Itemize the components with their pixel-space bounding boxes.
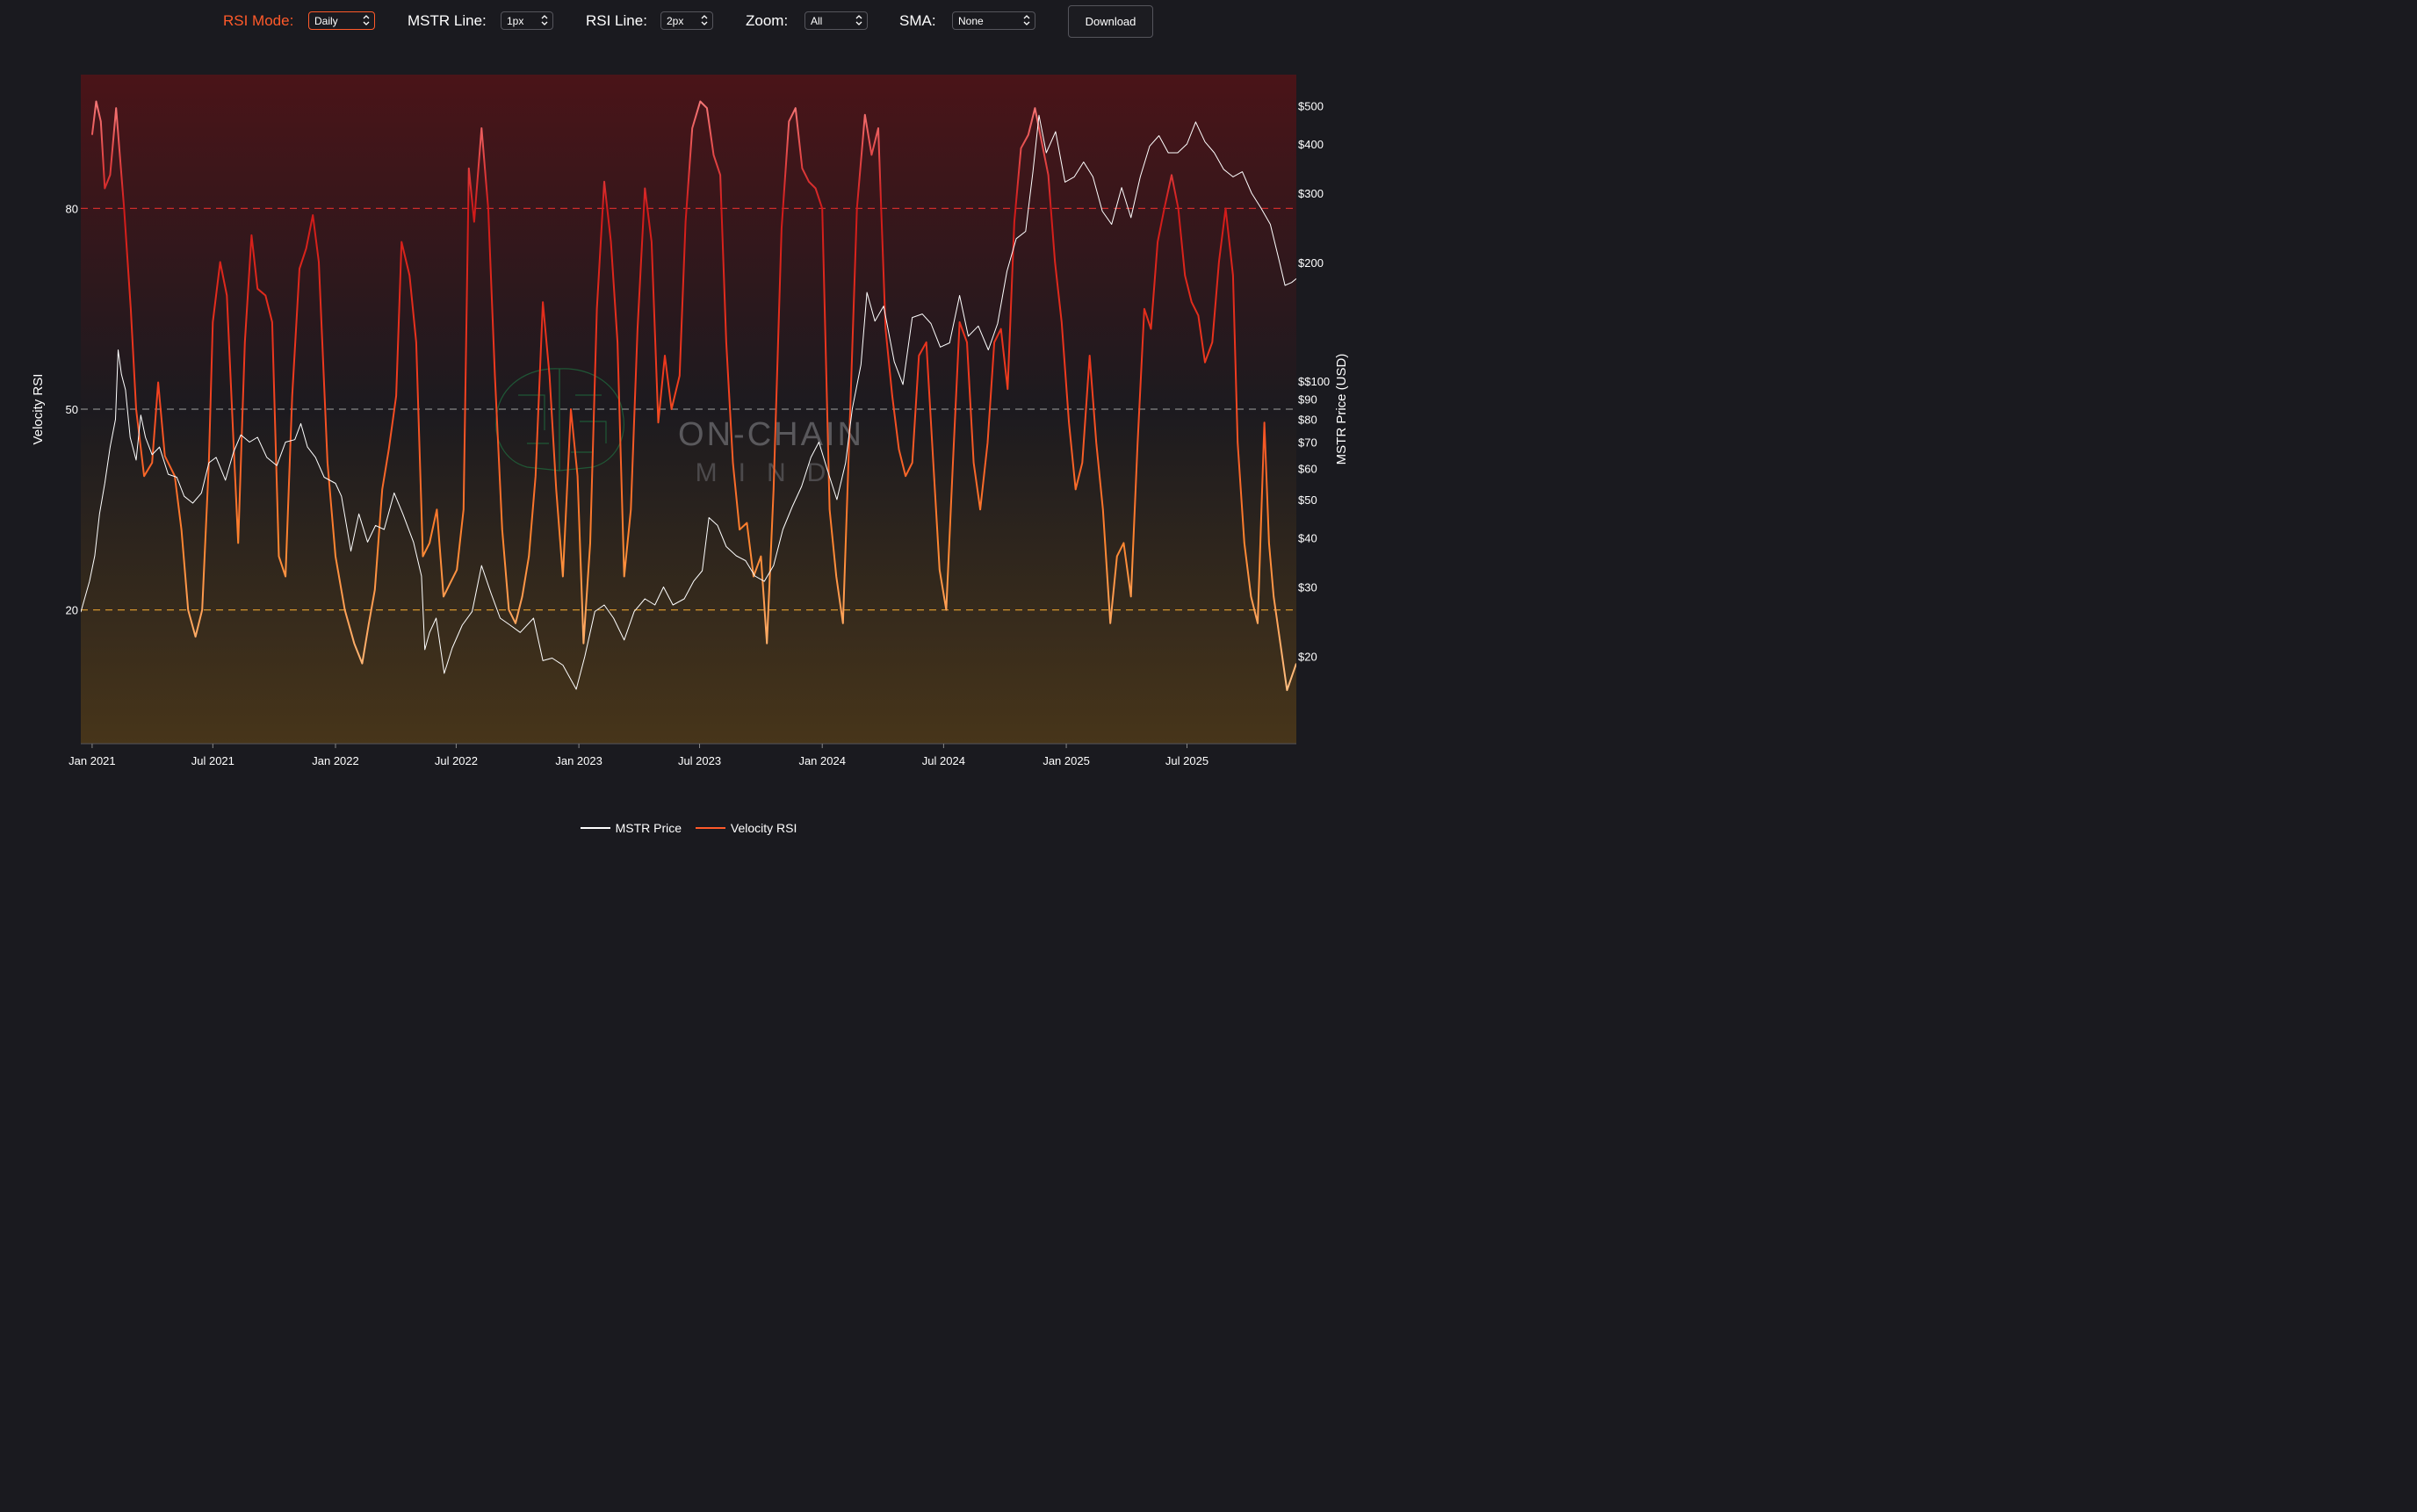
y-left-tick-label: 20	[66, 604, 78, 617]
sma-select[interactable]: None	[952, 11, 1035, 30]
zoom-select[interactable]: All	[804, 11, 868, 30]
y-right-tick-label: $20	[1298, 650, 1317, 663]
y-left-tick-label: 80	[66, 202, 78, 215]
mstr-line-value: 1px	[507, 15, 524, 27]
x-tick-label: Jul 2024	[922, 754, 965, 767]
legend-item-rsi[interactable]: Velocity RSI	[695, 821, 797, 835]
y-right-tick-label: $500	[1298, 100, 1324, 113]
y-right-tick-label: $90	[1298, 393, 1317, 407]
legend-label-rsi: Velocity RSI	[730, 821, 797, 835]
watermark-line1: ON-CHAIN	[678, 416, 864, 453]
rsi-mode-value: Daily	[314, 15, 338, 27]
x-tick-label: Jul 2023	[678, 754, 721, 767]
x-tick-label: Jan 2021	[69, 754, 116, 767]
updown-chevron-icon	[1023, 15, 1030, 25]
x-tick-label: Jan 2024	[798, 754, 846, 767]
x-tick-label: Jan 2023	[555, 754, 602, 767]
rsi-mode-label: RSI Mode:	[223, 12, 294, 29]
x-tick-label: Jan 2025	[1043, 754, 1090, 767]
y-right-tick-label: $$100	[1298, 375, 1330, 388]
legend-swatch-rsi	[695, 827, 725, 829]
y-right-tick-label: $200	[1298, 256, 1324, 270]
y-left-tick-label: 50	[66, 403, 78, 416]
rsi-line-select[interactable]: 2px	[660, 11, 713, 30]
series-line-mstr-price	[81, 114, 1296, 690]
sma-value: None	[958, 15, 984, 27]
y-left-axis-title: Velocity RSI	[31, 374, 46, 445]
updown-chevron-icon	[541, 15, 548, 25]
mstr-line-select[interactable]: 1px	[501, 11, 553, 30]
x-tick-label: Jan 2022	[312, 754, 359, 767]
chart-toolbar: RSI Mode: Daily MSTR Line: 1px RSI Line:…	[0, 0, 1377, 44]
updown-chevron-icon	[855, 15, 862, 25]
rsi-line-label: RSI Line:	[586, 12, 647, 29]
x-tick-label: Jul 2022	[435, 754, 478, 767]
y-right-tick-label: $60	[1298, 463, 1317, 476]
legend-swatch-price	[580, 827, 610, 829]
y-right-tick-label: $40	[1298, 531, 1317, 544]
legend-label-price: MSTR Price	[615, 821, 682, 835]
download-button[interactable]: Download	[1068, 5, 1153, 38]
series-line-velocity-rsi	[90, 100, 1296, 691]
zoom-value: All	[811, 15, 823, 27]
x-tick-label: Jul 2021	[191, 754, 234, 767]
x-tick-label: Jul 2025	[1165, 754, 1208, 767]
chart: ON-CHAIN MIND Jan 2021 Jul 2021 Jan 2022 Ju…	[31, 75, 1349, 767]
y-right-tick-label: $300	[1298, 187, 1324, 200]
zoom-label: Zoom:	[746, 12, 789, 29]
sma-label: SMA:	[899, 12, 936, 29]
updown-chevron-icon	[363, 15, 370, 25]
y-right-tick-label: $400	[1298, 138, 1324, 151]
rsi-line-value: 2px	[667, 15, 684, 27]
watermark-line2: MIND	[696, 458, 848, 487]
updown-chevron-icon	[701, 15, 708, 25]
watermark: ON-CHAIN MIND	[495, 368, 864, 487]
y-right-tick-label: $50	[1298, 493, 1317, 507]
mstr-line-label: MSTR Line:	[408, 12, 487, 29]
y-right-tick-label: $80	[1298, 413, 1317, 426]
y-right-tick-label: $30	[1298, 581, 1317, 594]
legend-item-price[interactable]: MSTR Price	[580, 821, 682, 835]
y-right-tick-label: $70	[1298, 436, 1317, 449]
y-right-axis-title: MSTR Price (USD)	[1334, 354, 1349, 465]
legend: MSTR Price Velocity RSI	[0, 817, 1377, 835]
rsi-mode-select[interactable]: Daily	[308, 11, 375, 30]
